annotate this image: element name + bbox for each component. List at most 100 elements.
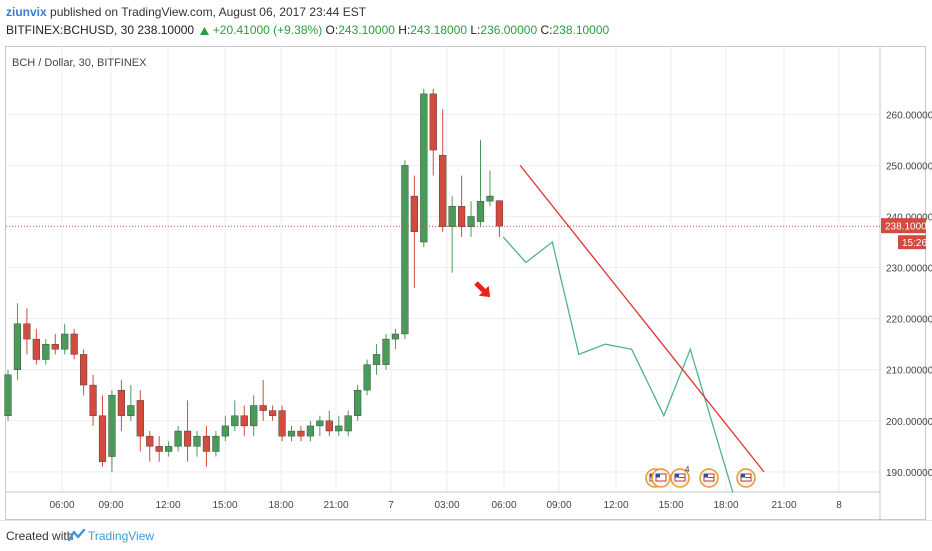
candle-body <box>410 195 418 233</box>
candle-body <box>325 420 333 432</box>
tradingview-brand-link[interactable]: TradingView <box>88 529 155 543</box>
chart-title: BCH / Dollar, 30, BITFINEX <box>12 57 147 69</box>
x-tick-label: 12:00 <box>155 500 180 511</box>
y-tick-label: 190.00000 <box>886 468 932 479</box>
x-tick-label: 18:00 <box>713 500 738 511</box>
candle-up <box>363 359 371 396</box>
candle-body <box>193 435 201 447</box>
candle-up <box>467 201 475 237</box>
candle-body <box>486 195 494 202</box>
candle-body <box>476 200 485 222</box>
low-value: 236.00000 <box>480 23 538 37</box>
candle-up <box>420 88 428 248</box>
candle-down <box>429 88 437 176</box>
candle-body <box>174 430 182 447</box>
x-tick-label: 09:00 <box>98 500 123 511</box>
candle-up <box>391 328 400 350</box>
high-value: 243.18000 <box>410 23 468 37</box>
candle-body <box>344 415 352 432</box>
footer-bar: Created with TradingView <box>0 520 932 551</box>
candle-up <box>61 323 69 355</box>
x-tick-label: 18:00 <box>268 500 293 511</box>
tradingview-logo-icon[interactable] <box>68 528 86 542</box>
candle-body <box>316 420 324 427</box>
candle-down <box>51 333 59 355</box>
candle-body <box>136 400 144 437</box>
candle-body <box>335 425 343 432</box>
up-triangle-icon <box>200 27 210 35</box>
us-flag-event-icon <box>736 468 756 488</box>
candle-body <box>127 405 135 416</box>
open-value: 243.10000 <box>338 23 395 37</box>
candle-body <box>429 93 437 151</box>
event-icons <box>645 468 756 488</box>
candle-up <box>4 369 12 421</box>
candles <box>4 88 504 472</box>
publish-line: ziunvix published on TradingView.com, Au… <box>6 5 366 19</box>
candle-up <box>212 431 220 457</box>
candle-up <box>335 415 343 437</box>
open-label: O: <box>325 23 339 37</box>
candle-up <box>174 425 182 452</box>
candle-body <box>420 93 428 243</box>
candle-down <box>240 405 248 437</box>
candle-body <box>240 415 248 427</box>
x-tick-label: 15:00 <box>212 500 237 511</box>
candle-body <box>202 435 211 452</box>
candle-up <box>476 139 485 227</box>
candle-up <box>382 333 390 370</box>
candle-down <box>146 431 154 462</box>
chart-pane[interactable] <box>5 46 926 520</box>
candle-up <box>127 385 135 421</box>
candle-body <box>4 374 12 416</box>
candle-down <box>98 395 107 467</box>
candle-up <box>486 170 494 207</box>
candle-body <box>354 389 362 416</box>
candle-body <box>259 405 267 411</box>
candle-up <box>250 395 258 437</box>
candle-body <box>146 435 154 447</box>
change-value: +20.41000 (+9.38%) <box>212 23 323 37</box>
low-label: L: <box>470 23 481 37</box>
flag-canton <box>656 474 660 478</box>
candle-up <box>231 400 239 432</box>
candle-up <box>287 425 296 442</box>
candle-body <box>231 415 239 427</box>
event-count-badge: 4 <box>685 465 690 474</box>
y-tick-label: 200.00000 <box>886 417 932 428</box>
created-with-label: Created with <box>6 529 74 543</box>
candle-body <box>269 410 277 416</box>
candle-down <box>117 379 126 432</box>
candle-body <box>108 395 116 457</box>
candle-up <box>13 303 22 380</box>
candle-body <box>212 435 220 452</box>
candle-body <box>391 333 400 340</box>
candle-down <box>79 349 88 396</box>
candle-body <box>32 338 40 360</box>
candle-body <box>467 216 475 227</box>
candle-body <box>155 446 163 452</box>
candle-down <box>325 410 333 437</box>
author-link[interactable]: ziunvix <box>6 5 47 19</box>
x-tick-label: 03:00 <box>434 500 459 511</box>
header-bar: ziunvix published on TradingView.com, Au… <box>0 0 932 42</box>
candle-body <box>363 364 371 391</box>
candle-up <box>316 415 324 437</box>
candle-body <box>458 206 466 227</box>
candle-down <box>136 390 144 452</box>
price-chart[interactable]: 260.00000 250.00000 240.00000 230.00000 220.… <box>0 0 932 520</box>
us-flag-event-icon <box>651 468 671 488</box>
x-tick-label: 09:00 <box>546 500 571 511</box>
x-tick-label: 06:00 <box>49 500 74 511</box>
publish-info: published on TradingView.com, August 06,… <box>50 5 367 19</box>
candle-body <box>165 446 173 452</box>
candle-body <box>250 405 258 427</box>
candle-down <box>278 405 286 442</box>
countdown-tag <box>898 235 926 250</box>
y-tick-label: 230.00000 <box>886 264 932 275</box>
candle-body <box>297 430 305 437</box>
x-tick-label: 21:00 <box>323 500 348 511</box>
candle-body <box>51 343 59 350</box>
candle-body <box>221 425 229 437</box>
candle-up <box>448 196 456 273</box>
